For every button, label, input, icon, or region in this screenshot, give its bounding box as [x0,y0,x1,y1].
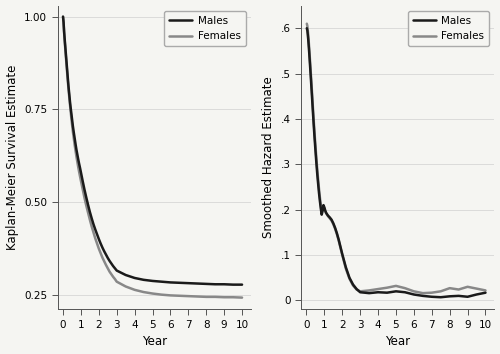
Males [357,290,363,295]
Males [482,291,488,295]
Males [239,282,245,287]
Males [60,15,66,19]
Females [482,288,488,292]
Females [77,174,83,178]
Females [105,266,111,270]
Legend: Males, Females: Males, Females [164,11,246,46]
Males [105,256,111,260]
Females [318,203,324,207]
Females [420,291,426,295]
Females [101,259,107,263]
Females [314,155,320,160]
Line: Males: Males [307,28,486,297]
Males [318,206,324,210]
Males [346,276,352,280]
Males [96,237,102,241]
Males [77,166,83,170]
Females [239,296,245,300]
Females [317,195,323,200]
Y-axis label: Smoothed Hazard Estimate: Smoothed Hazard Estimate [262,76,275,238]
Y-axis label: Kaplan-Meier Survival Estimate: Kaplan-Meier Survival Estimate [6,65,18,250]
Males [230,282,236,287]
Males [438,295,444,299]
Females [474,286,480,291]
Males [474,292,480,297]
Legend: Males, Females: Males, Females [408,11,489,46]
Females [96,247,102,251]
Line: Males: Males [63,17,242,285]
Males [314,160,320,164]
Females [60,15,66,19]
X-axis label: Year: Year [142,336,167,348]
Line: Females: Females [307,24,486,293]
Males [317,199,323,203]
Males [122,273,128,277]
Females [346,276,352,281]
Females [357,289,363,293]
Females [60,20,66,24]
Males [304,26,310,30]
Line: Females: Females [63,17,242,298]
Females [122,284,128,289]
Males [101,249,107,253]
X-axis label: Year: Year [385,336,410,348]
Females [304,22,310,26]
Males [60,20,66,24]
